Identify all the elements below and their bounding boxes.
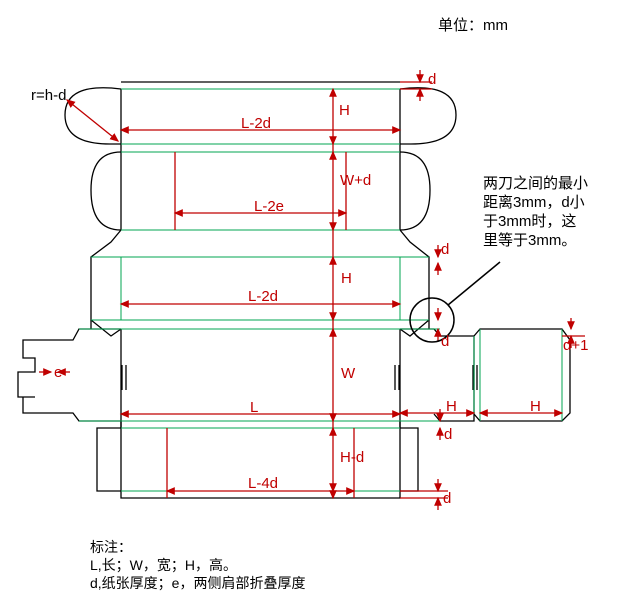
svg-text:H: H — [341, 270, 352, 287]
svg-text:d: d — [444, 426, 452, 443]
svg-text:L-4d: L-4d — [248, 475, 278, 492]
svg-text:H-d: H-d — [340, 449, 364, 466]
dimension-labels: 单位：mm r=h-d d H L-2d W+d L-2e d H L-2d d… — [31, 17, 588, 507]
radius-label: r=h-d — [31, 87, 66, 104]
fold-lines — [79, 89, 562, 491]
footer-notes: 标注： L,长；W，宽；H，高。 d,纸张厚度；e，两侧肩部折叠厚度 — [90, 539, 305, 592]
svg-text:d: d — [443, 490, 451, 507]
svg-text:于3mm时，这: 于3mm时，这 — [483, 213, 576, 230]
svg-text:两刀之间的最小: 两刀之间的最小 — [483, 175, 588, 192]
svg-text:e: e — [54, 364, 62, 381]
svg-text:标注：: 标注： — [90, 539, 132, 555]
svg-text:L: L — [250, 399, 258, 416]
svg-text:d,纸张厚度；e，两侧肩部折叠厚度: d,纸张厚度；e，两侧肩部折叠厚度 — [90, 575, 305, 592]
svg-text:距离3mm，d小: 距离3mm，d小 — [483, 194, 585, 211]
unit-label: 单位：mm — [438, 17, 508, 34]
callout-text: 两刀之间的最小 距离3mm，d小 于3mm时，这 里等于3mm。 — [483, 175, 588, 249]
svg-text:里等于3mm。: 里等于3mm。 — [483, 231, 576, 249]
svg-text:L-2d: L-2d — [241, 115, 271, 132]
svg-text:H: H — [530, 398, 541, 415]
svg-text:L-2d: L-2d — [248, 288, 278, 305]
callout-circle — [410, 262, 500, 342]
svg-text:W+d: W+d — [340, 172, 371, 189]
svg-text:H: H — [339, 102, 350, 119]
svg-text:W: W — [341, 365, 356, 382]
svg-text:d: d — [441, 333, 449, 350]
svg-text:d+1: d+1 — [563, 337, 588, 354]
svg-text:d: d — [441, 241, 449, 258]
svg-text:L-2e: L-2e — [254, 198, 284, 215]
svg-text:L,长；W，宽；H，高。: L,长；W，宽；H，高。 — [90, 557, 237, 574]
svg-text:H: H — [446, 398, 457, 415]
svg-text:d: d — [428, 71, 436, 88]
